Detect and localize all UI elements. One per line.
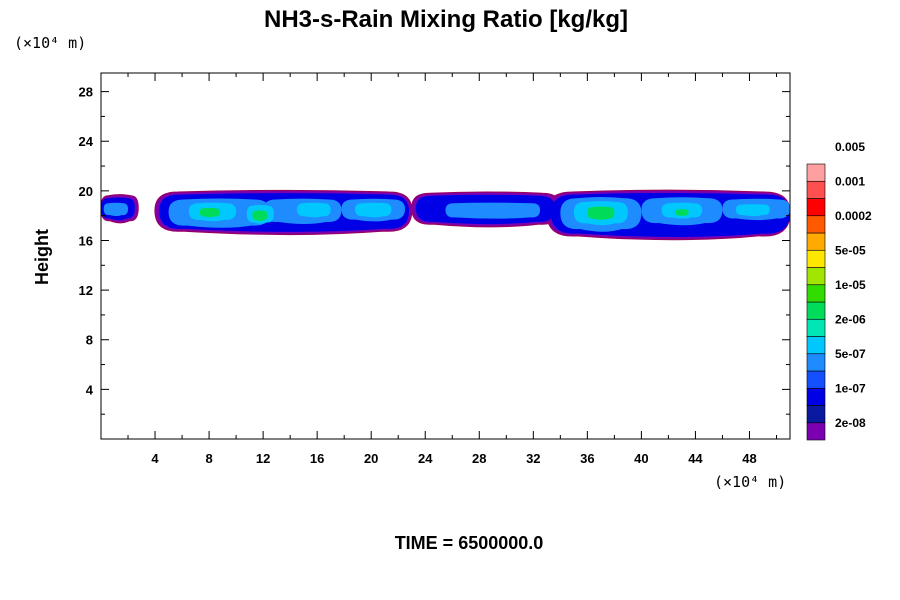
y-tick-label: 16 bbox=[79, 233, 93, 248]
contour-field bbox=[101, 189, 790, 241]
x-tick-label: 40 bbox=[634, 451, 648, 466]
contour-region-level-3-2 bbox=[296, 202, 331, 218]
x-tick-label: 24 bbox=[418, 451, 433, 466]
x-unit-label: (×10⁴ m) bbox=[714, 473, 786, 491]
x-tick-label: 44 bbox=[688, 451, 703, 466]
colorbar-label: 2e-06 bbox=[835, 312, 866, 326]
colorbar-swatch bbox=[806, 405, 826, 424]
colorbar-label: 1e-07 bbox=[835, 381, 866, 395]
plot-frame bbox=[100, 72, 791, 440]
contour-region-level-2-0 bbox=[103, 202, 129, 217]
y-tick-label: 20 bbox=[79, 184, 93, 199]
y-tick-label: 4 bbox=[86, 382, 94, 397]
colorbar-swatch bbox=[806, 336, 826, 355]
x-axis: 4 8 12 16 20 24 28 32 36 40 44 48 bbox=[127, 73, 777, 466]
contour-region-level-3-3 bbox=[354, 202, 392, 218]
contour-region-level-4-3 bbox=[675, 209, 689, 216]
colorbar-swatch bbox=[806, 301, 826, 320]
colorbar-swatch bbox=[806, 353, 826, 372]
x-tick-label: 12 bbox=[256, 451, 270, 466]
colorbar-label: 5e-07 bbox=[835, 347, 866, 361]
colorbar-swatch bbox=[806, 387, 826, 406]
contour-region-level-4-2 bbox=[587, 206, 615, 220]
colorbar-swatch bbox=[806, 163, 826, 182]
colorbar-label: 2e-08 bbox=[835, 416, 866, 430]
x-tick-label: 8 bbox=[205, 451, 212, 466]
x-tick-label: 16 bbox=[310, 451, 324, 466]
y-axis-label: Height bbox=[32, 229, 52, 285]
x-tick-label: 36 bbox=[580, 451, 594, 466]
chart-title: NH3-s-Rain Mixing Ratio [kg/kg] bbox=[264, 6, 628, 33]
colorbar-label: 0.001 bbox=[835, 174, 865, 188]
x-tick-label: 20 bbox=[364, 451, 378, 466]
y-tick-label: 24 bbox=[79, 134, 94, 149]
colorbar-label: 0.005 bbox=[835, 140, 865, 154]
colorbar-swatch bbox=[806, 198, 826, 217]
x-tick-label: 4 bbox=[151, 451, 159, 466]
y-axis: 4 8 12 16 20 24 28 bbox=[79, 85, 790, 415]
y-tick-label: 8 bbox=[86, 333, 93, 348]
x-tick-label: 32 bbox=[526, 451, 540, 466]
contour-region-level-4-0 bbox=[199, 207, 220, 218]
colorbar-swatch bbox=[806, 180, 826, 199]
colorbar-swatch bbox=[806, 284, 826, 303]
colorbar-swatch bbox=[806, 267, 826, 286]
contour-region-level-2-4 bbox=[445, 202, 541, 219]
x-tick-label: 48 bbox=[742, 451, 756, 466]
contour-region-level-4-1 bbox=[252, 210, 268, 221]
colorbar-label: 1e-05 bbox=[835, 278, 866, 292]
x-tick-label: 28 bbox=[472, 451, 486, 466]
colorbar-swatch bbox=[806, 249, 826, 268]
y-tick-label: 28 bbox=[79, 85, 93, 100]
y-unit-label: (×10⁴ m) bbox=[14, 34, 86, 52]
colorbar-swatch bbox=[806, 422, 826, 441]
time-label: TIME = 6500000.0 bbox=[395, 533, 544, 553]
colorbar-swatch bbox=[806, 232, 826, 251]
colorbar-swatch bbox=[806, 318, 826, 337]
colorbar-swatch bbox=[806, 215, 826, 234]
colorbar: 2e-08 1e-07 5e-07 2e-06 1e-05 5e-05 0.0002 0.00… bbox=[806, 140, 872, 441]
colorbar-label: 5e-05 bbox=[835, 243, 866, 257]
colorbar-label: 0.0002 bbox=[835, 209, 872, 223]
y-tick-label: 12 bbox=[79, 283, 93, 298]
contour-region-level-3-6 bbox=[735, 204, 770, 217]
colorbar-swatch bbox=[806, 370, 826, 389]
